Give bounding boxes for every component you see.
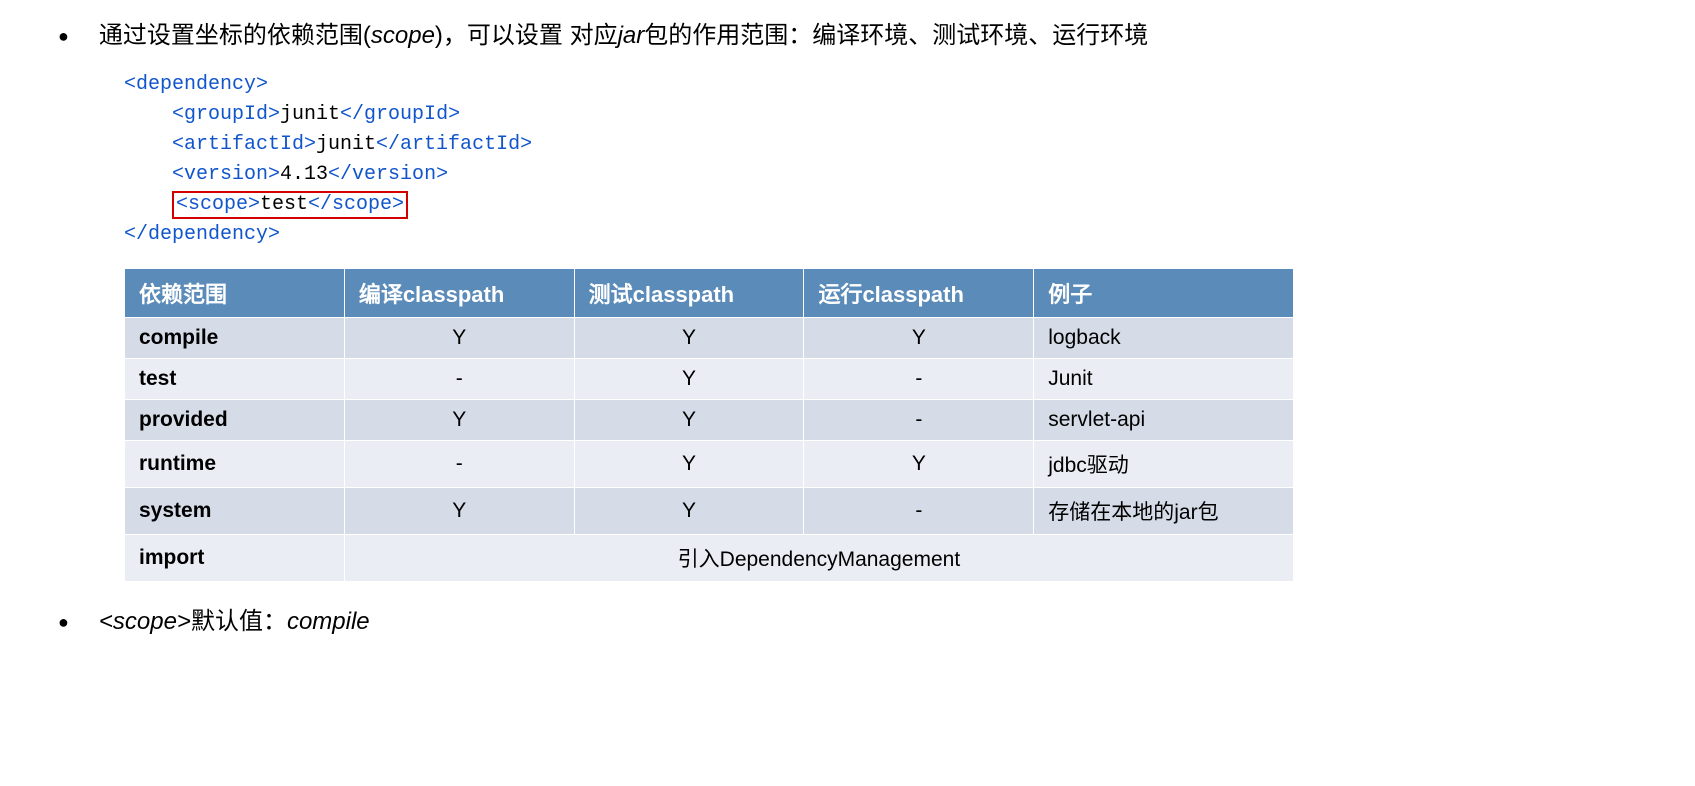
th-runtime-cp: 运行classpath — [804, 269, 1034, 318]
cell-runtime: - — [804, 488, 1034, 535]
th-scope: 依赖范围 — [125, 269, 345, 318]
bullet2-scope-tag: <scope> — [99, 608, 191, 635]
cell-compile: - — [344, 359, 574, 400]
bullet2-mid: 默认值： — [191, 608, 287, 635]
cell-example: Junit — [1034, 359, 1294, 400]
code-version-open: <version> — [124, 163, 280, 186]
code-version-val: 4.13 — [280, 163, 328, 186]
code-groupid-open: <groupId> — [124, 103, 280, 126]
code-version-close: </version> — [328, 163, 448, 186]
table-header-row: 依赖范围 编译classpath 测试classpath 运行classpath… — [125, 269, 1294, 318]
cell-example: logback — [1034, 318, 1294, 359]
cell-runtime: - — [804, 359, 1034, 400]
code-groupid-close: </groupId> — [340, 103, 460, 126]
bullet-dot-icon: ● — [58, 20, 69, 52]
cell-example: servlet-api — [1034, 400, 1294, 441]
cell-scope: compile — [125, 318, 345, 359]
cell-scope: provided — [125, 400, 345, 441]
cell-example: jdbc驱动 — [1034, 441, 1294, 488]
cell-runtime: Y — [804, 441, 1034, 488]
table-row: runtime - Y Y jdbc驱动 — [125, 441, 1294, 488]
table-body: compile Y Y Y logback test - Y - Junit p… — [125, 318, 1294, 582]
code-scope-val: test — [260, 193, 308, 216]
code-scope-open: <scope> — [176, 193, 260, 216]
table-row: system Y Y - 存储在本地的jar包 — [125, 488, 1294, 535]
bullet-item-2: ● <scope>默认值：compile — [50, 606, 1645, 638]
cell-compile: - — [344, 441, 574, 488]
bullet-1-text: 通过设置坐标的依赖范围(scope)，可以设置 对应jar包的作用范围：编译环境… — [99, 20, 1148, 52]
cell-scope: test — [125, 359, 345, 400]
table-row: test - Y - Junit — [125, 359, 1294, 400]
xml-code-block: <dependency> <groupId>junit</groupId> <a… — [124, 70, 1645, 250]
scope-highlight-box: <scope>test</scope> — [172, 191, 408, 219]
cell-scope: import — [125, 535, 345, 582]
bullet-2-text: <scope>默认值：compile — [99, 606, 370, 638]
table-row: compile Y Y Y logback — [125, 318, 1294, 359]
cell-compile: Y — [344, 400, 574, 441]
code-dependency-open: <dependency> — [124, 73, 268, 96]
bullet1-mid: )，可以设置 对应 — [435, 22, 618, 49]
th-compile-cp: 编译classpath — [344, 269, 574, 318]
bullet-dot-icon: ● — [58, 606, 69, 638]
code-dependency-close: </dependency> — [124, 223, 280, 246]
cell-example: 存储在本地的jar包 — [1034, 488, 1294, 535]
cell-test: Y — [574, 441, 804, 488]
code-groupid-val: junit — [280, 103, 340, 126]
cell-test: Y — [574, 400, 804, 441]
table-header: 依赖范围 编译classpath 测试classpath 运行classpath… — [125, 269, 1294, 318]
cell-runtime: - — [804, 400, 1034, 441]
cell-compile: Y — [344, 488, 574, 535]
cell-scope: runtime — [125, 441, 345, 488]
th-example: 例子 — [1034, 269, 1294, 318]
cell-test: Y — [574, 359, 804, 400]
bullet1-jar: jar — [618, 22, 645, 49]
th-test-cp: 测试classpath — [574, 269, 804, 318]
table-row: import 引入DependencyManagement — [125, 535, 1294, 582]
code-scope-close: </scope> — [308, 193, 404, 216]
table-row: provided Y Y - servlet-api — [125, 400, 1294, 441]
bullet1-scope: scope — [371, 22, 435, 49]
cell-import-merged: 引入DependencyManagement — [344, 535, 1293, 582]
bullet-item-1: ● 通过设置坐标的依赖范围(scope)，可以设置 对应jar包的作用范围：编译… — [50, 20, 1645, 52]
code-artifactid-val: junit — [316, 133, 376, 156]
code-scope-indent — [124, 193, 172, 216]
bullet2-val: compile — [287, 608, 370, 635]
code-artifactid-open: <artifactId> — [124, 133, 316, 156]
cell-compile: Y — [344, 318, 574, 359]
cell-test: Y — [574, 318, 804, 359]
cell-runtime: Y — [804, 318, 1034, 359]
bullet1-post: 包的作用范围：编译环境、测试环境、运行环境 — [644, 22, 1148, 49]
cell-scope: system — [125, 488, 345, 535]
scope-table: 依赖范围 编译classpath 测试classpath 运行classpath… — [124, 268, 1294, 582]
bullet1-pre: 通过设置坐标的依赖范围( — [99, 22, 371, 49]
cell-test: Y — [574, 488, 804, 535]
code-artifactid-close: </artifactId> — [376, 133, 532, 156]
